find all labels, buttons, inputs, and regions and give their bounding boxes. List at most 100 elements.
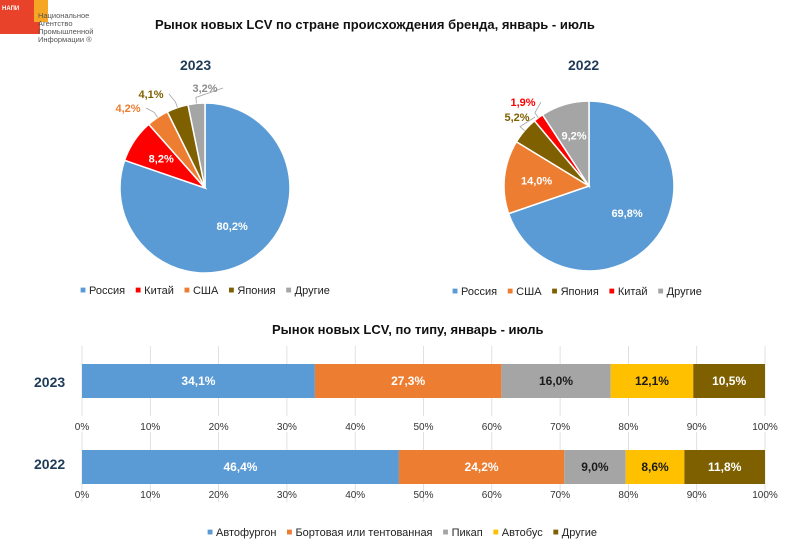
x-tick-label: 100% [752,490,778,501]
bar-data-label: 46,4% [223,460,257,474]
logo-line: Агентство [38,19,73,28]
legend-label: Япония [237,285,276,297]
bar-segment-другие [693,364,765,398]
bar-data-label: 11,8% [708,460,742,474]
x-tick-label: 100% [752,422,778,433]
legend-label: Бортовая или тентованная [295,527,433,539]
pie-data-label: 80,2% [217,221,248,233]
logo-mark-orange [34,0,48,22]
legend-item-china: ■ Китай [135,285,174,297]
bar-year-2022: 2022 [34,456,66,472]
pie-slice-other [541,100,590,189]
pie-data-label: 4,1% [138,89,163,101]
legend-swatch: ■ [657,286,664,297]
legend-item-russia: ■ Россия [452,286,497,298]
bar-data-label: 8,6% [641,460,669,474]
x-tick-label: 60% [482,422,502,433]
legend-item-автобус: ■ Автобус [493,527,543,539]
x-tick-label: 90% [687,422,707,433]
bar-segment-автофургон [82,364,315,398]
x-tick-label: 80% [618,490,638,501]
legend-item-usa: ■ США [184,285,218,297]
x-tick-label: 20% [209,422,229,433]
bar-segment-другие [684,450,765,484]
bar-section-title: Рынок новых LCV, по типу, январь - июль [272,322,544,337]
bar-data-label: 10,5% [712,374,746,388]
x-tick-label: 10% [140,422,160,433]
legend-item-japan: ■ Япония [552,286,599,298]
pie-data-label: 8,2% [149,154,174,166]
pie-data-label: 1,9% [510,97,535,109]
logo-text: Национальное Агентство Промышленной Инфо… [38,12,94,44]
pie-leader-line [168,93,178,108]
legend-swatch: ■ [552,527,559,538]
pie-slice-russia [507,100,675,272]
bar-segment-пикап [564,450,626,484]
bar-legend: ■ Автофургон ■ Бортовая или тентованная ■ Пик… [207,527,597,539]
legend-label: Китай [617,286,648,298]
pie-data-label: 5,2% [504,112,529,124]
legend-swatch: ■ [135,285,142,296]
bar-data-label: 16,0% [539,374,573,388]
legend-item-china: ■ Китай [609,286,648,298]
x-tick-label: 70% [550,422,570,433]
legend-label: Пикап [451,527,483,539]
legend-item-автофургон: ■ Автофургон [207,527,276,539]
legend-label: США [516,286,542,298]
pie-data-label: 14,0% [521,175,552,187]
logo-line: Информации ® [38,35,92,44]
pie-data-label: 69,8% [611,208,642,220]
x-tick-label: 50% [413,422,433,433]
legend-item-пикап: ■ Пикап [443,527,483,539]
x-tick-label: 60% [482,490,502,501]
logo-mark-red [0,0,40,34]
legend-item-russia: ■ Россия [80,285,125,297]
bar-year-2023: 2023 [34,374,66,390]
pie-leader-line [195,87,224,104]
legend-label: Автофургон [216,527,277,539]
legend-label: Другие [666,286,702,298]
legend-label: Япония [560,286,599,298]
legend-label: Россия [461,286,498,298]
pie-2022-legend: ■ Россия ■ США ■ Япония ■ Китай ■ Другие [452,286,702,298]
legend-swatch: ■ [492,527,499,538]
bar-segment-автобус [610,364,694,398]
x-tick-label: 10% [140,490,160,501]
legend-label: Россия [89,285,126,297]
legend-item-japan: ■ Япония [228,285,275,297]
x-tick-label: 40% [345,490,365,501]
bar-data-label: 12,1% [635,374,669,388]
legend-swatch: ■ [507,286,514,297]
pie-leader-line [534,101,542,118]
legend-swatch: ■ [286,527,293,538]
legend-swatch: ■ [207,527,214,538]
legend-item-other: ■ Другие [658,286,702,298]
legend-item-другие: ■ Другие [553,527,597,539]
x-tick-label: 80% [618,422,638,433]
x-tick-label: 0% [75,422,90,433]
x-tick-label: 30% [277,490,297,501]
bar-data-label: 34,1% [181,374,215,388]
bar-segment-автофургон [82,450,399,484]
logo-tag: НАПИ [2,6,20,12]
bar-segment-пикап [501,364,611,398]
pie-chart-2022: 69,8% 14,0% 5,2% 1,9% 9,2% [503,97,675,272]
bar-data-label: 9,0% [581,460,609,474]
x-tick-label: 40% [345,422,365,433]
legend-item-other: ■ Другие [286,285,330,297]
legend-item-usa: ■ США [507,286,541,298]
x-tick-label: 0% [75,490,90,501]
pie-data-label: 3,2% [192,83,217,95]
bar-segment-автобус [625,450,685,484]
pie-section-title: Рынок новых LCV по стране происхождения … [155,17,595,32]
pie-data-label: 9,2% [561,130,586,142]
pie-chart-2023: 80,2% 8,2% 4,2% 4,1% 3,2% [115,83,291,274]
legend-swatch: ■ [285,285,292,296]
pie-2023-legend: ■ Россия ■ Китай ■ США ■ Япония ■ Другие [80,285,330,297]
pie-2023-year: 2023 [180,57,212,73]
x-tick-label: 50% [413,490,433,501]
legend-label: Автобус [501,527,543,539]
legend-label: Другие [294,285,330,297]
legend-swatch: ■ [80,285,87,296]
bar-data-label: 24,2% [465,460,499,474]
